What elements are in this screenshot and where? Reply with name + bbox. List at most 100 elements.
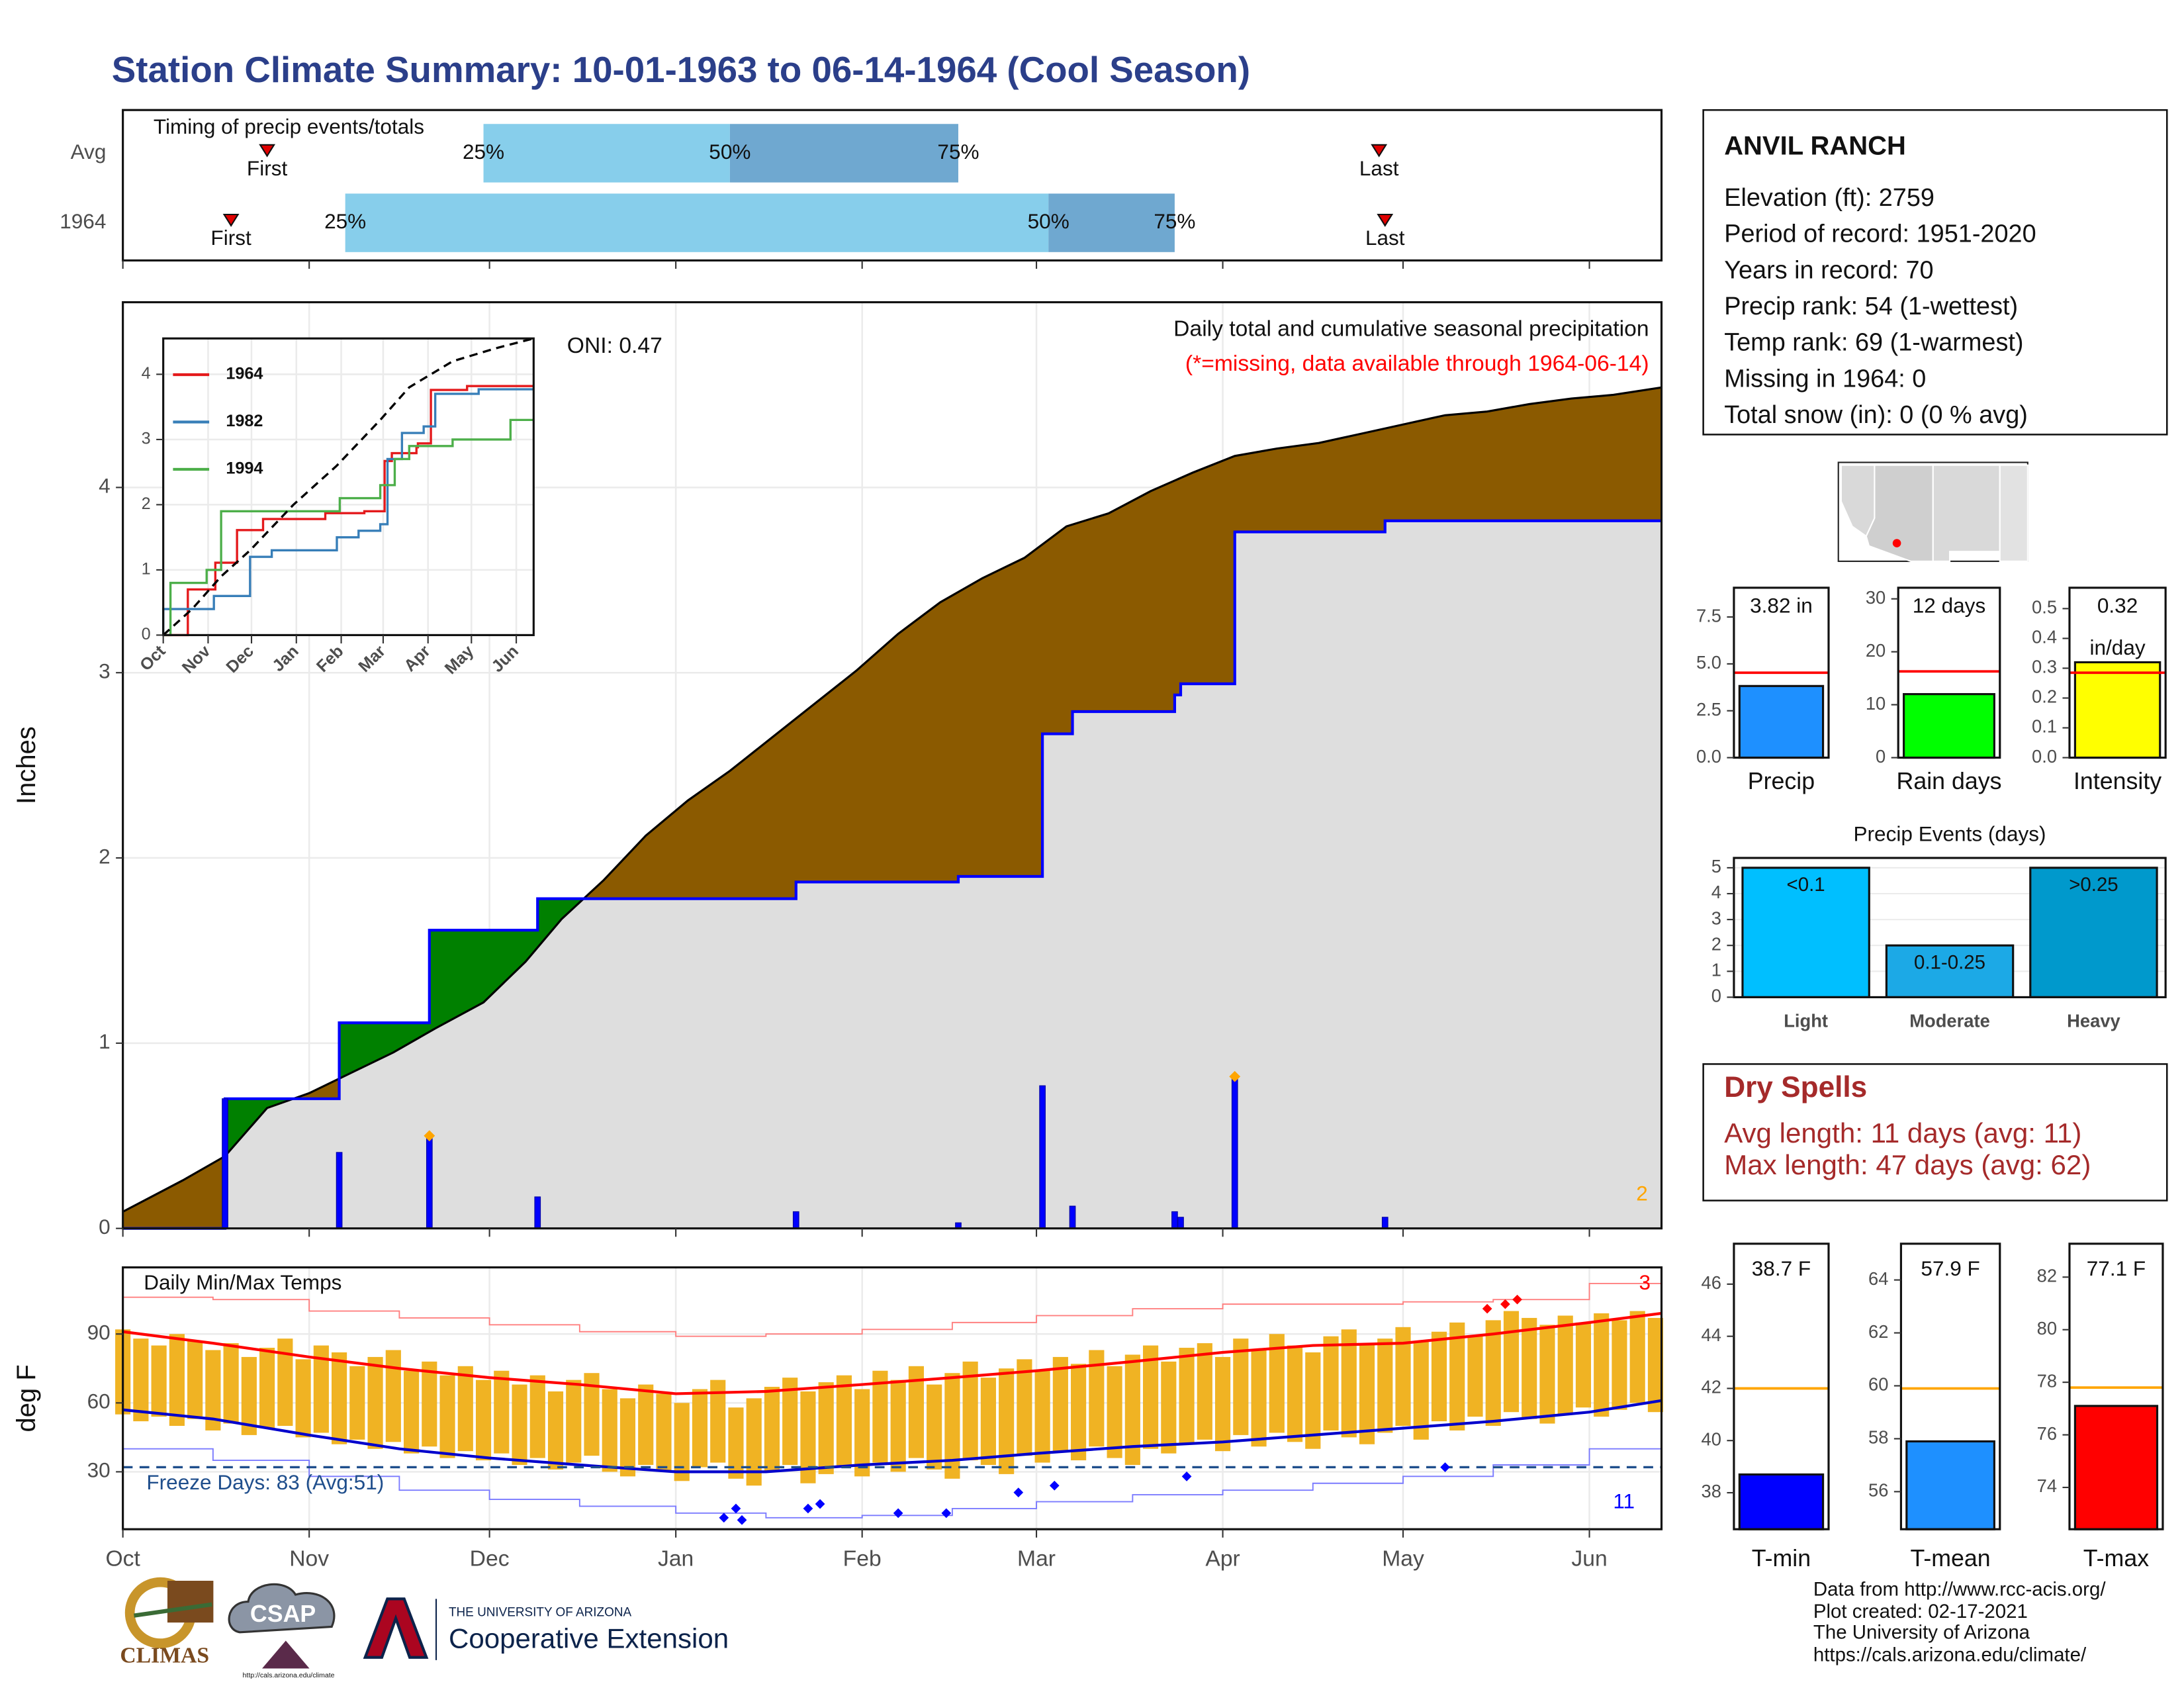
- x-tick-label: Jan: [658, 1546, 694, 1571]
- temp-bar: [638, 1384, 654, 1465]
- temp-bar: [1269, 1334, 1285, 1433]
- y-tick-label: 0.5: [2032, 597, 2057, 618]
- y-tick-label: 62: [1868, 1321, 1888, 1342]
- event-marker: [1377, 213, 1394, 227]
- category-label: Precip: [1748, 768, 1815, 794]
- temp-bar: [692, 1389, 708, 1468]
- temp-bar: [782, 1378, 798, 1465]
- quartile-label: 50%: [1028, 209, 1069, 233]
- row-label: 1964: [60, 209, 106, 233]
- y-tick-label: 3: [142, 430, 151, 448]
- temp-bar: [927, 1384, 942, 1470]
- temp-bar: [295, 1359, 311, 1438]
- category-label: T-min: [1752, 1545, 1811, 1571]
- temp-bar: [800, 1391, 816, 1483]
- temp-bar: [547, 1391, 564, 1470]
- y-tick-label: 3: [99, 659, 111, 683]
- temp-bar: [1124, 1354, 1140, 1465]
- temp-bar: [1503, 1311, 1520, 1413]
- column-bar: [1738, 684, 1825, 759]
- x-tick-label: Feb: [843, 1546, 882, 1571]
- temp-bar: [1539, 1325, 1555, 1424]
- x-tick-label: Dec: [470, 1546, 510, 1571]
- dry-spells-line: Max length: 47 days (avg: 62): [1724, 1149, 2091, 1180]
- y-axis-label: Inches: [12, 726, 41, 804]
- quartile-bar: [1048, 193, 1175, 252]
- station-line: Temp rank: 69 (1-warmest): [1724, 329, 2023, 357]
- csap-url: http://cals.arizona.edu/climate: [243, 1671, 335, 1679]
- extension-text: Cooperative Extension: [449, 1623, 729, 1654]
- record-marker: [1013, 1487, 1024, 1497]
- x-tick-label: Nov: [289, 1546, 329, 1571]
- column-bar: [1905, 1440, 1995, 1530]
- y-tick-label: 60: [87, 1389, 111, 1413]
- y-tick-label: 5.0: [1696, 652, 1721, 673]
- y-tick-label: 74: [2037, 1476, 2057, 1496]
- y-tick-label: 0: [1711, 986, 1721, 1006]
- series-line: [163, 418, 534, 637]
- event-label: Last: [1359, 156, 1399, 180]
- temp-bar: [1612, 1320, 1627, 1410]
- ua-text: THE UNIVERSITY OF ARIZONA: [449, 1605, 632, 1619]
- temp-bar: [944, 1373, 960, 1479]
- record-marker: [719, 1513, 729, 1523]
- temp-bar: [1557, 1315, 1573, 1415]
- record-marker: [1500, 1299, 1510, 1309]
- category-label: T-max: [2083, 1545, 2149, 1571]
- record-count: 2: [1636, 1182, 1648, 1205]
- y-tick-label: 10: [1866, 693, 1886, 714]
- daily-bar: [534, 1196, 541, 1229]
- temp-bar: [980, 1378, 996, 1465]
- temp-bar: [1413, 1340, 1429, 1440]
- quartile-bar: [483, 124, 730, 183]
- temp-bar: [1251, 1350, 1267, 1447]
- temp-bar: [1287, 1345, 1303, 1442]
- x-tick-label: Heavy: [2067, 1011, 2120, 1031]
- temp-bar: [223, 1343, 239, 1424]
- climas-text: CLIMAS: [120, 1643, 209, 1667]
- temp-bar: [656, 1393, 672, 1472]
- x-tick-label: Jun: [488, 642, 523, 677]
- y-tick-label: 4: [142, 364, 151, 383]
- bar: [2029, 867, 2158, 999]
- temp-bar: [854, 1389, 870, 1477]
- y-tick-label: 1: [1711, 960, 1721, 980]
- temp-bar: [728, 1407, 744, 1479]
- temp-bar: [1034, 1370, 1050, 1463]
- plot-frame: [1897, 586, 2001, 759]
- row-label: Avg: [71, 140, 107, 164]
- bin-label: <0.1: [1787, 874, 1825, 896]
- dry-spells-box: [1702, 1063, 2168, 1201]
- x-tick-label: Jun: [1571, 1546, 1607, 1571]
- dry-spells-line: Avg length: 11 days (avg: 11): [1724, 1117, 2081, 1149]
- y-tick-label: 40: [1702, 1429, 1721, 1449]
- temp-bar: [1107, 1366, 1122, 1458]
- y-tick-label: 76: [2037, 1423, 2057, 1444]
- temp-bar: [349, 1366, 365, 1440]
- y-tick-label: 0.2: [2032, 686, 2057, 707]
- credit: Data from http://www.rcc-acis.org/: [1813, 1579, 2106, 1601]
- plot-frame: [2068, 1243, 2164, 1530]
- temp-bar: [151, 1345, 167, 1417]
- x-tick-label: Moderate: [1909, 1011, 1990, 1031]
- record-marker: [803, 1503, 813, 1514]
- record-low-count: 11: [1613, 1489, 1635, 1513]
- x-tick-label: Mar: [1017, 1546, 1056, 1571]
- temp-bar: [241, 1356, 257, 1435]
- bin-label: >0.25: [2069, 874, 2118, 896]
- category-label: Rain days: [1896, 768, 2001, 794]
- record-marker: [1181, 1471, 1192, 1481]
- y-tick-label: 2: [1711, 933, 1721, 954]
- temp-bar: [385, 1350, 401, 1442]
- station-line: Elevation (ft): 2759: [1724, 184, 1934, 212]
- temp-bar: [403, 1370, 420, 1454]
- y-tick-label: 0.0: [2032, 746, 2057, 767]
- temp-bar: [1395, 1327, 1411, 1427]
- temp-bar: [962, 1361, 978, 1461]
- credit: Plot created: 02-17-2021: [1813, 1601, 2028, 1622]
- column-bar: [1738, 1473, 1825, 1530]
- temp-bar: [1575, 1322, 1592, 1408]
- y-tick-label: 58: [1868, 1427, 1888, 1448]
- ua-logo: THE UNIVERSITY OF ARIZONA Cooperative Ex…: [363, 1597, 729, 1660]
